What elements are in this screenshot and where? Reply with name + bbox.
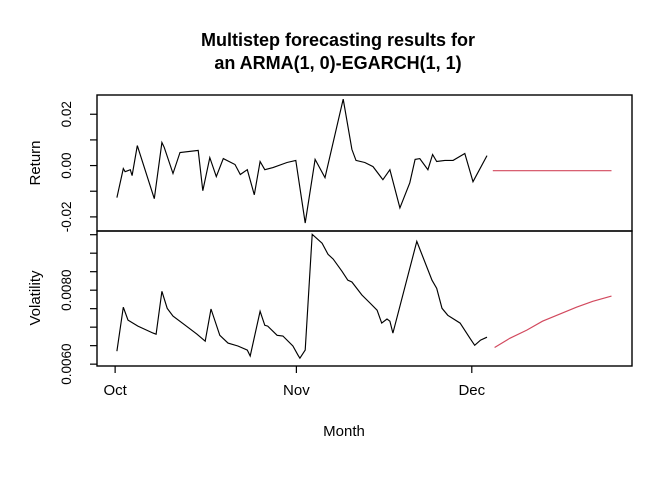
volatility-y-tick-label: 0.0080 <box>59 270 74 311</box>
chart-title-line1: Multistep forecasting results for <box>201 30 475 50</box>
observed-volatility-line <box>116 233 488 360</box>
observed-return-line <box>116 98 488 224</box>
return-y-tick-label: 0.00 <box>59 152 74 178</box>
x-tick-label: Nov <box>283 382 310 399</box>
plot-area: -0.02 0.00 0.02 0.0060 0.0080 Oct Nov Dec <box>59 94 633 399</box>
x-tick-label: Dec <box>458 382 485 399</box>
volatility-panel-box <box>96 230 633 367</box>
x-axis-label: Month <box>323 423 365 440</box>
return-y-tick-label: 0.02 <box>59 101 74 127</box>
x-tick-label: Oct <box>103 382 127 399</box>
return-y-tick-label: -0.02 <box>59 201 74 232</box>
forecast-volatility-line <box>494 295 612 348</box>
chart-title-line2: an ARMA(1, 0)-EGARCH(1, 1) <box>214 53 461 73</box>
volatility-y-tick-label: 0.0060 <box>59 344 74 385</box>
y-axis-label-return: Return <box>27 140 44 185</box>
y-axis-label-volatility: Volatility <box>27 270 44 326</box>
